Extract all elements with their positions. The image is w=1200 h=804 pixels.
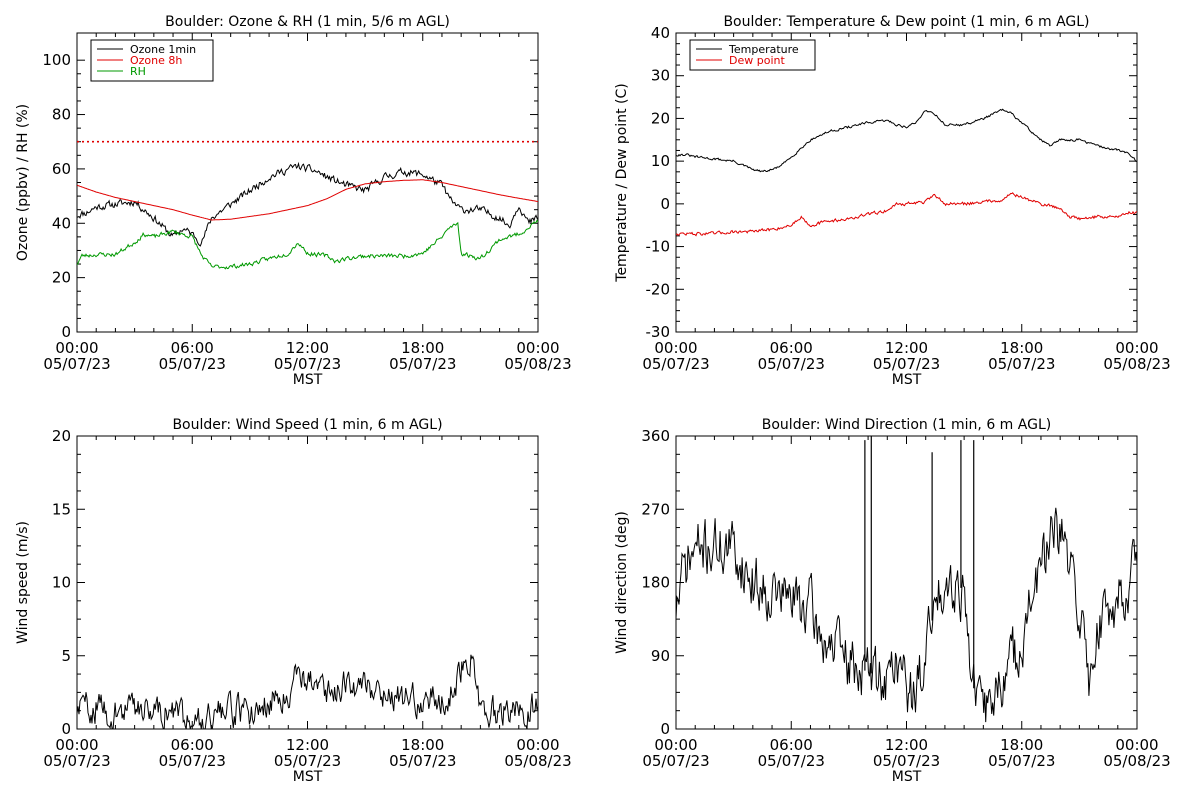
series-line-wspd xyxy=(77,654,538,729)
y-tick-label: 40 xyxy=(651,24,670,42)
x-tick-label-time: 06:00 xyxy=(171,736,214,754)
legend-label: Ozone 8h xyxy=(130,54,182,67)
x-tick-label-date: 05/07/23 xyxy=(43,752,110,770)
series-line-ozone-1min xyxy=(77,161,538,247)
y-tick-label: 0 xyxy=(61,720,71,738)
series-line-rh xyxy=(77,219,538,270)
x-tick-label-date: 05/07/23 xyxy=(642,355,709,373)
x-tick-label-date: 05/07/23 xyxy=(758,355,825,373)
x-tick-label-time: 00:00 xyxy=(1115,736,1158,754)
x-tick-label-time: 00:00 xyxy=(55,736,98,754)
series-line-ozone-8h xyxy=(77,179,538,221)
y-axis-label: Wind direction (deg) xyxy=(614,511,630,654)
legend-label: Dew point xyxy=(729,54,785,67)
x-axis-label: MST xyxy=(892,372,922,388)
x-tick-label-time: 06:00 xyxy=(770,339,813,357)
x-tick-label-time: 12:00 xyxy=(885,339,928,357)
y-tick-label: 5 xyxy=(61,647,71,665)
x-tick-label-date: 05/07/23 xyxy=(642,752,709,770)
y-axis-label: Wind speed (m/s) xyxy=(15,521,31,644)
y-tick-label: 0 xyxy=(660,720,670,738)
y-tick-label: 270 xyxy=(641,500,670,518)
y-tick-label: -30 xyxy=(646,323,671,341)
x-tick-label-date: 05/07/23 xyxy=(873,752,940,770)
chart-title: Boulder: Ozone & RH (1 min, 5/6 m AGL) xyxy=(165,14,450,30)
x-tick-label-time: 18:00 xyxy=(401,736,444,754)
chart-wspd: Boulder: Wind Speed (1 min, 6 m AGL) 0 5 10… xyxy=(15,417,572,785)
y-tick-label: 20 xyxy=(52,269,71,287)
chart-title: Boulder: Temperature & Dew point (1 min,… xyxy=(723,14,1089,30)
x-tick-label-time: 06:00 xyxy=(770,736,813,754)
x-tick-label-time: 18:00 xyxy=(1000,736,1043,754)
y-tick-label: 30 xyxy=(651,67,670,85)
y-tick-label: 180 xyxy=(641,574,670,592)
y-tick-label: -10 xyxy=(646,238,671,256)
x-tick-label-date: 05/08/23 xyxy=(1103,752,1170,770)
x-tick-label-date: 05/08/23 xyxy=(1103,355,1170,373)
x-tick-label-time: 06:00 xyxy=(171,339,214,357)
x-tick-label-time: 00:00 xyxy=(516,736,559,754)
y-tick-label: 10 xyxy=(52,574,71,592)
y-tick-label: 90 xyxy=(651,647,670,665)
x-tick-label-time: 00:00 xyxy=(654,736,697,754)
series-line-temperature xyxy=(676,108,1137,173)
series-line-wdir xyxy=(676,507,1137,723)
x-tick-label-date: 05/07/23 xyxy=(758,752,825,770)
y-axis-label: Ozone (ppbv) / RH (%) xyxy=(15,104,31,261)
x-tick-label-date: 05/07/23 xyxy=(159,752,226,770)
y-tick-label: 10 xyxy=(651,152,670,170)
y-axis-label: Temperature / Dew point (C) xyxy=(614,83,630,282)
legend-box xyxy=(689,39,816,71)
legend-label: Temperature xyxy=(728,43,799,56)
x-tick-label-time: 12:00 xyxy=(286,339,329,357)
y-tick-label: 15 xyxy=(52,500,71,518)
x-tick-label-time: 00:00 xyxy=(55,339,98,357)
series-line-dew-point xyxy=(676,192,1137,237)
x-tick-label-time: 18:00 xyxy=(1000,339,1043,357)
y-tick-label: 60 xyxy=(52,160,71,178)
y-tick-label: 360 xyxy=(641,427,670,445)
x-tick-label-time: 18:00 xyxy=(401,339,444,357)
x-tick-label-date: 05/07/23 xyxy=(389,752,456,770)
chart-title: Boulder: Wind Speed (1 min, 6 m AGL) xyxy=(172,417,442,433)
x-axis-label: MST xyxy=(293,372,323,388)
chart-temp: Boulder: Temperature & Dew point (1 min,… xyxy=(614,14,1171,388)
x-tick-label-date: 05/07/23 xyxy=(988,752,1055,770)
x-tick-label-time: 00:00 xyxy=(654,339,697,357)
y-tick-label: 80 xyxy=(52,106,71,124)
y-tick-label: 20 xyxy=(651,109,670,127)
x-tick-label-time: 00:00 xyxy=(516,339,559,357)
legend-label: RH xyxy=(130,65,146,78)
y-tick-label: 0 xyxy=(660,195,670,213)
x-tick-label-time: 12:00 xyxy=(286,736,329,754)
x-axis-label: MST xyxy=(293,769,323,785)
y-tick-label: 40 xyxy=(52,214,71,232)
chart-ozone: Boulder: Ozone & RH (1 min, 5/6 m AGL) 0 2… xyxy=(15,14,572,388)
y-tick-label: 100 xyxy=(42,51,71,69)
x-tick-label-date: 05/07/23 xyxy=(43,355,110,373)
x-tick-label-date: 05/07/23 xyxy=(389,355,456,373)
x-tick-label-date: 05/07/23 xyxy=(873,355,940,373)
y-tick-label: 0 xyxy=(61,323,71,341)
plot-frame xyxy=(675,32,1138,333)
x-tick-label-date: 05/08/23 xyxy=(504,752,571,770)
x-tick-label-date: 05/07/23 xyxy=(274,752,341,770)
x-tick-label-time: 00:00 xyxy=(1115,339,1158,357)
x-tick-label-time: 12:00 xyxy=(885,736,928,754)
chart-title: Boulder: Wind Direction (1 min, 6 m AGL) xyxy=(762,417,1051,433)
chart-wdir: Boulder: Wind Direction (1 min, 6 m AGL)… xyxy=(614,417,1171,785)
x-axis-label: MST xyxy=(892,769,922,785)
x-tick-label-date: 05/07/23 xyxy=(988,355,1055,373)
x-tick-label-date: 05/07/23 xyxy=(274,355,341,373)
y-tick-label: -20 xyxy=(646,280,671,298)
x-tick-label-date: 05/08/23 xyxy=(504,355,571,373)
legend-label: Ozone 1min xyxy=(130,43,196,56)
y-tick-label: 20 xyxy=(52,427,71,445)
x-tick-label-date: 05/07/23 xyxy=(159,355,226,373)
